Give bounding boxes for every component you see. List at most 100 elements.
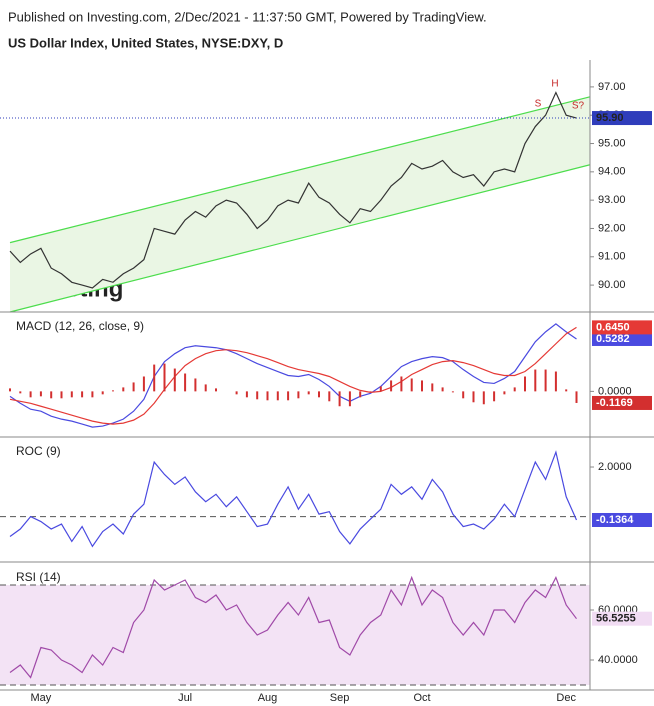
panel-title: ROC (9): [16, 444, 61, 458]
histogram-bar: [39, 391, 42, 397]
histogram-bar: [328, 391, 331, 402]
histogram-bar: [482, 391, 485, 405]
histogram-bar: [359, 391, 362, 398]
panel: [0, 91, 591, 313]
x-tick-label: Dec: [556, 692, 576, 704]
last-value-box: [592, 395, 652, 410]
frame: [0, 60, 654, 691]
pattern-label: S: [535, 99, 542, 110]
histogram-bar: [287, 391, 290, 401]
histogram-bar: [122, 387, 125, 392]
last-value-box: [592, 611, 652, 626]
y-tick-label: 94.00: [598, 166, 626, 178]
channel-line: [9, 164, 591, 313]
last-value-label: -0.1364: [596, 514, 634, 526]
x-tick-label: Aug: [258, 692, 278, 704]
histogram-bar: [503, 391, 506, 395]
histogram-bar: [472, 391, 475, 403]
histogram-bar: [142, 376, 145, 392]
y-tick-label: 93.00: [598, 194, 626, 206]
histogram-bar: [307, 391, 310, 395]
histogram-bar: [400, 376, 403, 392]
histogram-bar: [50, 391, 53, 399]
histogram-bar: [266, 391, 269, 401]
histogram-bar: [245, 391, 248, 398]
histogram-bar: [60, 391, 63, 399]
y-tick-label: 97.00: [598, 81, 626, 93]
channel-fill: [10, 96, 590, 312]
histogram-bar: [215, 388, 217, 392]
histogram-bar: [91, 391, 94, 398]
chart-title: US Dollar Index, United States, NYSE:DXY…: [8, 35, 283, 50]
histogram-bar: [194, 378, 197, 392]
histogram-bar: [184, 373, 187, 392]
y-tick-label: 90.00: [598, 279, 626, 291]
last-value-box: [592, 331, 652, 346]
panel: [9, 323, 578, 428]
last-value-box: [592, 512, 652, 527]
y-tick-label: 92.00: [598, 222, 626, 234]
rsi-band: [0, 585, 590, 685]
histogram-bar: [132, 382, 135, 392]
histogram-bar: [338, 391, 341, 407]
histogram-bar: [513, 387, 516, 392]
histogram-bar: [451, 391, 454, 393]
series-line: [9, 575, 577, 679]
histogram-bar: [348, 391, 351, 407]
histogram-bar: [19, 391, 22, 394]
series-line: [9, 91, 577, 289]
histogram-bar: [101, 391, 104, 395]
channel-line: [9, 96, 591, 244]
histogram-bar: [163, 363, 166, 392]
y-tick-label: 95.00: [598, 137, 626, 149]
histogram-bar: [410, 378, 413, 392]
panel: [0, 575, 590, 686]
histogram-bar: [112, 390, 114, 392]
x-tick-label: Jul: [178, 692, 192, 704]
histogram-bar: [318, 391, 320, 398]
panel: [0, 450, 590, 548]
histogram-bar: [369, 391, 372, 393]
last-value-label: -0.1169: [596, 397, 633, 409]
x-tick-label: Sep: [330, 692, 350, 704]
histogram-bar: [235, 391, 238, 395]
last-value-label: 95.90: [596, 112, 624, 124]
series-line: [9, 450, 578, 548]
histogram-bar: [276, 391, 279, 401]
histogram-bar: [575, 391, 578, 403]
series-line: [9, 326, 577, 425]
histogram-bar: [534, 369, 537, 392]
histogram-bar: [29, 391, 32, 398]
histogram-bar: [256, 391, 259, 400]
x-tick-label: Oct: [413, 692, 430, 704]
histogram-bar: [544, 369, 547, 392]
histogram-bar: [462, 391, 465, 399]
histogram-bar: [153, 364, 156, 392]
histogram-bar: [421, 380, 423, 392]
histogram-bar: [441, 387, 444, 392]
last-value-box: [592, 111, 652, 126]
histogram-bar: [493, 391, 496, 402]
published-note: Published on Investing.com, 2/Dec/2021 -…: [8, 9, 487, 24]
last-value-label: 0.5282: [596, 333, 630, 345]
histogram-bar: [431, 383, 434, 392]
histogram-bar: [9, 388, 11, 392]
series-line: [9, 323, 577, 428]
histogram-bar: [379, 386, 382, 392]
histogram-bar: [524, 376, 526, 392]
pattern-label: H: [551, 79, 558, 90]
histogram-bar: [81, 391, 84, 398]
histogram-bar: [565, 389, 568, 392]
y-tick-label: 2.0000: [598, 461, 632, 473]
panel-title: MACD (12, 26, close, 9): [16, 319, 144, 333]
histogram-bar: [70, 391, 73, 398]
y-tick-label: 0.0000: [598, 385, 632, 397]
histogram-bar: [297, 391, 300, 399]
panel-title: RSI (14): [16, 570, 61, 584]
histogram-bar: [390, 380, 393, 392]
histogram-bar: [554, 371, 557, 392]
histogram-bar: [204, 384, 207, 392]
last-value-label: 56.5255: [596, 613, 636, 625]
